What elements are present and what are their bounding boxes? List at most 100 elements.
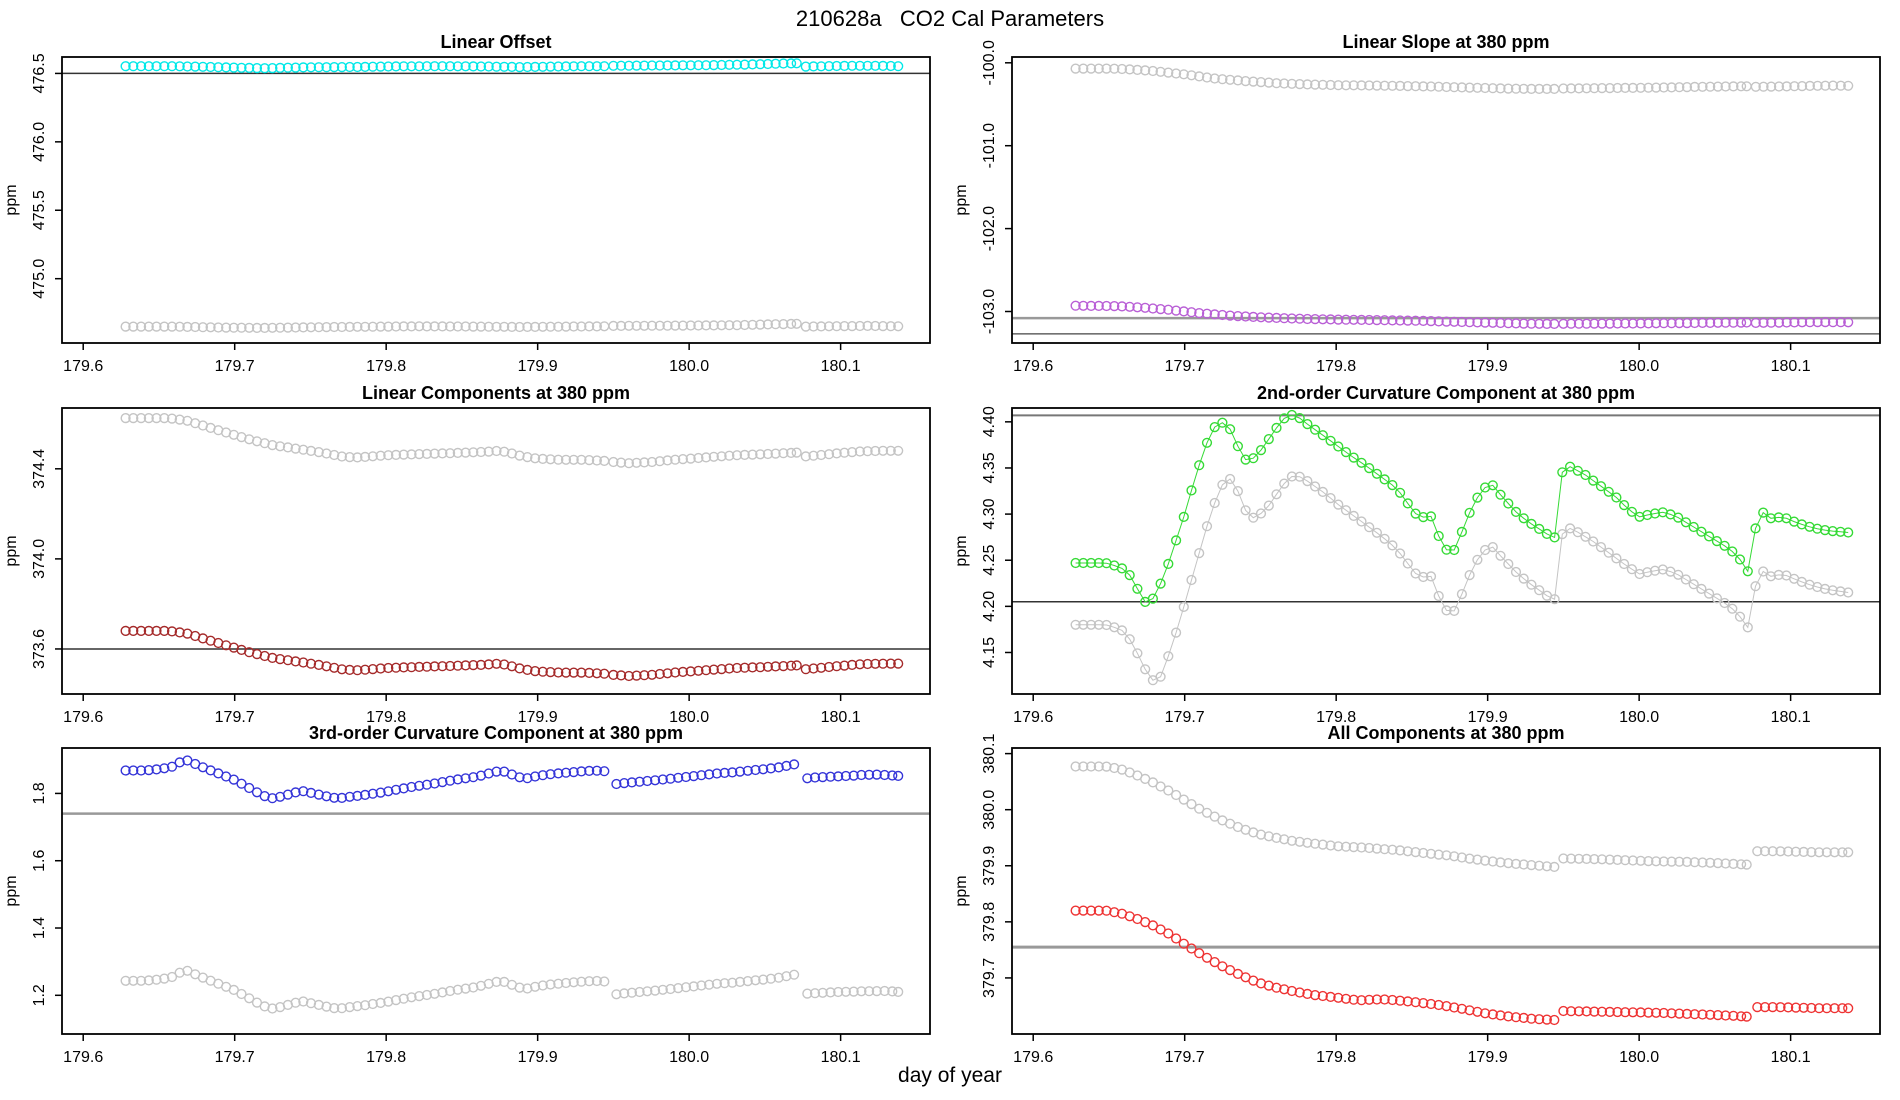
y-axis-label: ppm	[3, 535, 20, 566]
x-tick-label: 179.8	[1316, 1049, 1356, 1066]
x-tick-label: 179.9	[1468, 1049, 1508, 1066]
panel-linear-slope-380: Linear Slope at 380 ppm 179.6 179.7 179.8 17…	[953, 32, 1881, 375]
x-tick-label: 179.9	[518, 1049, 558, 1066]
x-tick-label: 179.6	[1013, 709, 1053, 726]
x-tick-label: 180.1	[1771, 1049, 1811, 1066]
y-tick-label: -101.0	[981, 123, 998, 168]
x-tick-label: 180.0	[1619, 1049, 1659, 1066]
x-tick-label: 179.7	[215, 358, 255, 375]
y-tick-label: 380.0	[981, 790, 998, 830]
panel-border	[61, 747, 931, 1035]
x-tick-label: 179.7	[1165, 358, 1205, 375]
x-tick-label: 180.1	[821, 358, 861, 375]
series-red	[1070, 905, 1854, 1026]
series-gray	[120, 413, 904, 469]
x-tick-label: 180.0	[1619, 358, 1659, 375]
series-green	[1070, 409, 1854, 608]
x-tick-label: 179.9	[518, 709, 558, 726]
y-tick-label: 379.8	[981, 902, 998, 942]
y-tick-label: 4.30	[981, 498, 998, 529]
series-cyan	[120, 58, 904, 74]
x-tick-label: 180.0	[669, 358, 709, 375]
panel-border	[1011, 407, 1881, 695]
panel-2nd-order-curvature-380: 2nd-order Curvature Component at 380 ppm…	[953, 383, 1881, 726]
y-tick-label: 475.5	[31, 190, 48, 230]
y-tick-label: 1.4	[31, 917, 48, 939]
series-blue	[120, 755, 904, 804]
x-tick-label: 179.9	[1468, 358, 1508, 375]
y-tick-label: 373.6	[31, 629, 48, 669]
y-tick-label: 4.15	[981, 637, 998, 668]
x-tick-label: 179.6	[1013, 1049, 1053, 1066]
x-tick-label: 179.9	[518, 358, 558, 375]
y-tick-label: 4.35	[981, 452, 998, 483]
x-tick-label: 180.1	[821, 709, 861, 726]
series-gray	[1070, 471, 1854, 686]
y-tick-label: 4.20	[981, 591, 998, 622]
y-tick-label: 476.0	[31, 122, 48, 162]
panel-linear-offset: Linear Offset 179.6 179.7 179.8 179.9 180.0 18…	[3, 32, 931, 375]
x-tick-label: 179.8	[366, 709, 406, 726]
panel-title-linear-components-380: Linear Components at 380 ppm	[362, 383, 630, 403]
y-axis-label: ppm	[953, 184, 970, 215]
panel-title-linear-slope-380: Linear Slope at 380 ppm	[1342, 32, 1549, 52]
series-gray	[120, 965, 904, 1014]
panel-border	[61, 56, 931, 344]
series-darkred	[120, 625, 904, 682]
y-axis-label: ppm	[3, 875, 20, 906]
panel-border	[1011, 56, 1881, 344]
x-tick-label: 180.0	[669, 709, 709, 726]
x-tick-label: 179.6	[63, 709, 103, 726]
figure-title: 210628a CO2 Cal Parameters	[795, 6, 1105, 31]
x-tick-label: 179.6	[1013, 358, 1053, 375]
x-tick-label: 179.8	[366, 1049, 406, 1066]
panel-title-2nd-order-curvature-380: 2nd-order Curvature Component at 380 ppm	[1257, 383, 1635, 403]
y-tick-label: 1.6	[31, 849, 48, 871]
panel-title-linear-offset: Linear Offset	[440, 32, 551, 52]
x-tick-label: 179.7	[1165, 1049, 1205, 1066]
y-tick-label: 4.40	[981, 406, 998, 437]
y-axis-label: ppm	[3, 184, 20, 215]
series-gray	[1070, 63, 1854, 95]
y-tick-label: 1.8	[31, 782, 48, 804]
panel-title-3rd-order-curvature-380: 3rd-order Curvature Component at 380 ppm	[309, 723, 683, 743]
y-tick-label: -100.0	[981, 40, 998, 85]
x-tick-label: 179.9	[1468, 709, 1508, 726]
series-gray	[1070, 761, 1854, 873]
y-tick-label: 374.0	[31, 539, 48, 579]
y-axis-label: ppm	[953, 535, 970, 566]
x-tick-label: 179.6	[63, 358, 103, 375]
y-tick-label: 1.2	[31, 984, 48, 1006]
panel-3rd-order-curvature-380: 3rd-order Curvature Component at 380 ppm…	[3, 723, 931, 1066]
x-tick-label: 179.6	[63, 1049, 103, 1066]
y-tick-label: 379.7	[981, 958, 998, 998]
x-tick-label: 180.1	[821, 1049, 861, 1066]
x-tick-label: 180.1	[1771, 709, 1811, 726]
x-tick-label: 180.0	[669, 1049, 709, 1066]
x-tick-label: 179.7	[215, 709, 255, 726]
series-line-green	[1075, 414, 1849, 603]
y-tick-label: -102.0	[981, 206, 998, 251]
y-tick-label: 476.5	[31, 53, 48, 93]
panel-all-components-380: All Components at 380 ppm 179.6 179.7 179.8…	[953, 723, 1881, 1066]
panel-title-all-components-380: All Components at 380 ppm	[1327, 723, 1564, 743]
panel-linear-components-380: Linear Components at 380 ppm 179.6 179.7 17…	[3, 383, 931, 726]
x-tick-label: 179.7	[1165, 709, 1205, 726]
panel-border	[1011, 747, 1881, 1035]
series-purple	[1070, 300, 1854, 330]
series-line-gray	[1075, 475, 1849, 681]
y-tick-label: 379.9	[981, 846, 998, 886]
y-tick-label: 380.1	[981, 733, 998, 773]
x-axis-label: day of year	[898, 1064, 1002, 1087]
y-tick-label: 475.0	[31, 259, 48, 299]
x-tick-label: 179.8	[1316, 709, 1356, 726]
x-tick-label: 179.7	[215, 1049, 255, 1066]
x-tick-label: 180.0	[1619, 709, 1659, 726]
y-axis-label: ppm	[953, 875, 970, 906]
y-tick-label: 4.25	[981, 545, 998, 576]
x-tick-label: 180.1	[1771, 358, 1811, 375]
panel-border	[61, 407, 931, 695]
x-tick-label: 179.8	[366, 358, 406, 375]
